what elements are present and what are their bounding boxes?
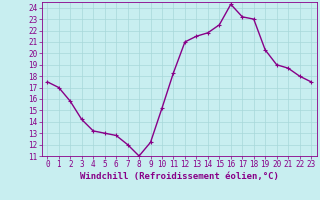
- X-axis label: Windchill (Refroidissement éolien,°C): Windchill (Refroidissement éolien,°C): [80, 172, 279, 181]
